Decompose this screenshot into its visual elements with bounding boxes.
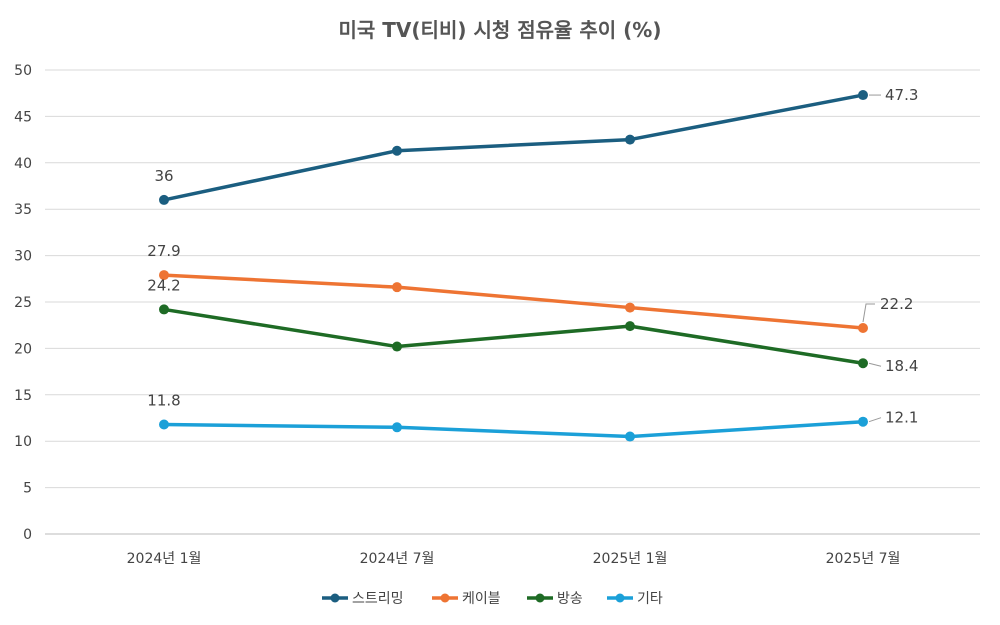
data-point bbox=[392, 145, 402, 156]
data-point bbox=[159, 304, 169, 315]
data-point bbox=[625, 431, 635, 442]
data-point bbox=[858, 358, 868, 369]
legend-label: 기타 bbox=[637, 591, 663, 607]
data-label: 24.2 bbox=[147, 276, 180, 294]
legend-label: 방송 bbox=[557, 591, 583, 607]
series-line-1 bbox=[163, 273, 864, 330]
data-point bbox=[625, 302, 635, 313]
legend-marker bbox=[615, 593, 625, 603]
y-tick-label: 30 bbox=[14, 249, 32, 265]
data-point bbox=[392, 282, 402, 293]
y-tick-label: 25 bbox=[14, 295, 32, 311]
data-label: 22.2 bbox=[880, 295, 913, 313]
data-point bbox=[625, 321, 635, 332]
data-point bbox=[858, 322, 868, 333]
data-label: 18.4 bbox=[885, 357, 918, 375]
data-point bbox=[858, 90, 868, 101]
x-tick-label: 2024년 1월 bbox=[127, 551, 202, 567]
data-point bbox=[159, 194, 169, 205]
x-tick-label: 2025년 1월 bbox=[593, 551, 668, 567]
leader-line bbox=[868, 362, 882, 367]
data-point bbox=[625, 134, 635, 145]
y-tick-label: 40 bbox=[14, 156, 32, 172]
series-line-3 bbox=[163, 419, 864, 439]
x-tick-label: 2025년 7월 bbox=[826, 551, 901, 567]
y-tick-label: 15 bbox=[14, 388, 32, 404]
data-point bbox=[159, 419, 169, 430]
y-tick-label: 20 bbox=[14, 341, 32, 357]
x-tick-label: 2024년 7월 bbox=[360, 551, 435, 567]
series-line-0 bbox=[163, 93, 864, 202]
y-tick-label: 0 bbox=[23, 527, 32, 543]
legend-marker bbox=[440, 593, 450, 603]
data-label: 12.1 bbox=[885, 409, 918, 427]
y-tick-label: 45 bbox=[14, 109, 32, 125]
data-label: 11.8 bbox=[147, 391, 180, 409]
legend-label: 케이블 bbox=[462, 591, 501, 607]
data-point bbox=[392, 422, 402, 433]
chart-title: 미국 TV(티비) 시청 점유율 추이 (%) bbox=[338, 18, 662, 42]
data-label: 27.9 bbox=[147, 242, 180, 260]
y-tick-label: 50 bbox=[14, 63, 32, 79]
data-point bbox=[858, 416, 868, 427]
y-tick-label: 10 bbox=[14, 434, 32, 450]
leader-line bbox=[862, 303, 875, 323]
data-point bbox=[392, 341, 402, 352]
data-label: 47.3 bbox=[885, 86, 918, 104]
data-label: 36 bbox=[154, 167, 173, 185]
legend-marker bbox=[330, 593, 340, 603]
data-point bbox=[159, 270, 169, 281]
y-tick-label: 5 bbox=[23, 481, 32, 497]
y-tick-label: 35 bbox=[14, 202, 32, 218]
legend-marker bbox=[535, 593, 545, 603]
series-line-2 bbox=[163, 307, 864, 365]
legend-label: 스트리밍 bbox=[352, 591, 404, 607]
leader-line bbox=[868, 417, 882, 423]
